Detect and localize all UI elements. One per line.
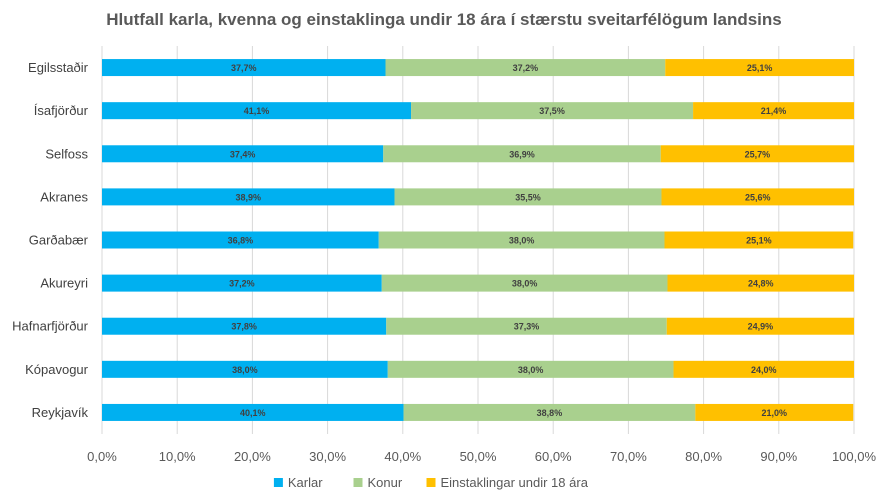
bar-2-2 <box>660 145 854 163</box>
legend-label-2: Einstaklingar undir 18 ára <box>441 475 589 490</box>
data-label-0-8: 40,1% <box>240 408 266 418</box>
x-tick-label-10: 100,0% <box>832 449 877 464</box>
data-label-0-1: 41,1% <box>244 106 270 116</box>
bar-0-3 <box>102 188 395 206</box>
data-label-1-4: 38,0% <box>509 236 535 246</box>
data-label-1-6: 37,3% <box>514 322 540 332</box>
bar-1-4 <box>378 231 665 249</box>
data-label-2-3: 25,6% <box>745 192 771 202</box>
bar-2-0 <box>665 59 854 77</box>
category-label-5: Akureyri <box>40 276 88 291</box>
data-label-2-4: 25,1% <box>746 236 772 246</box>
x-tick-label-8: 80,0% <box>685 449 722 464</box>
data-label-0-4: 36,8% <box>228 236 254 246</box>
legend-label-1: Konur <box>368 475 403 490</box>
data-label-2-8: 21,0% <box>762 408 788 418</box>
x-tick-label-2: 20,0% <box>234 449 271 464</box>
legend-swatch-1 <box>353 478 363 487</box>
bar-0-4 <box>102 231 379 249</box>
bar-1-0 <box>385 59 666 77</box>
bar-0-1 <box>102 102 412 120</box>
x-tick-label-0: 0,0% <box>87 449 117 464</box>
data-label-2-2: 25,7% <box>745 149 771 159</box>
data-label-2-6: 24,9% <box>748 322 774 332</box>
category-label-1: Ísafjörður <box>34 103 89 118</box>
bar-2-5 <box>667 274 854 292</box>
data-label-0-6: 37,8% <box>231 322 257 332</box>
bar-0-2 <box>102 145 384 163</box>
category-label-3: Akranes <box>40 189 88 204</box>
data-label-0-7: 38,0% <box>232 365 258 375</box>
data-label-2-7: 24,0% <box>751 365 777 375</box>
data-label-0-5: 37,2% <box>229 279 255 289</box>
bar-2-3 <box>661 188 854 206</box>
data-label-0-3: 38,9% <box>235 192 261 202</box>
legend-swatch-2 <box>426 478 436 487</box>
legend-label-0: Karlar <box>288 475 323 490</box>
bar-1-2 <box>383 145 661 163</box>
data-label-1-8: 38,8% <box>537 408 563 418</box>
x-tick-label-7: 70,0% <box>610 449 647 464</box>
data-label-1-7: 38,0% <box>518 365 544 375</box>
bar-2-7 <box>673 360 854 378</box>
data-label-0-2: 37,4% <box>230 149 256 159</box>
bar-1-6 <box>386 317 667 335</box>
category-label-8: Reykjavík <box>32 405 89 420</box>
bar-1-8 <box>403 403 696 421</box>
bar-2-8 <box>695 403 854 421</box>
category-label-4: Garðabær <box>29 233 89 248</box>
data-label-0-0: 37,7% <box>231 63 257 73</box>
data-label-2-5: 24,8% <box>748 279 774 289</box>
data-label-1-2: 36,9% <box>509 149 535 159</box>
x-tick-label-1: 10,0% <box>159 449 196 464</box>
data-label-1-3: 35,5% <box>515 192 541 202</box>
x-tick-label-6: 60,0% <box>535 449 572 464</box>
bar-0-0 <box>102 59 386 77</box>
data-label-1-1: 37,5% <box>539 106 565 116</box>
x-tick-label-9: 90,0% <box>760 449 797 464</box>
bar-2-6 <box>666 317 854 335</box>
x-tick-label-3: 30,0% <box>309 449 346 464</box>
category-label-6: Hafnarfjörður <box>12 319 89 334</box>
bar-1-5 <box>381 274 668 292</box>
data-label-2-1: 21,4% <box>761 106 787 116</box>
x-tick-label-4: 40,0% <box>384 449 421 464</box>
bar-0-8 <box>102 403 404 421</box>
bar-1-1 <box>411 102 694 120</box>
legend-swatch-0 <box>273 478 283 487</box>
bar-0-6 <box>102 317 387 335</box>
category-label-7: Kópavogur <box>25 362 89 377</box>
category-label-0: Egilsstaðir <box>28 60 89 75</box>
bar-1-3 <box>394 188 662 206</box>
bar-2-4 <box>664 231 854 249</box>
bar-1-7 <box>387 360 674 378</box>
category-label-2: Selfoss <box>45 146 88 161</box>
bar-2-1 <box>693 102 854 120</box>
x-tick-label-5: 50,0% <box>460 449 497 464</box>
bar-0-5 <box>102 274 382 292</box>
data-label-2-0: 25,1% <box>747 63 773 73</box>
data-label-1-5: 38,0% <box>512 279 538 289</box>
data-label-1-0: 37,2% <box>513 63 539 73</box>
bar-0-7 <box>102 360 388 378</box>
chart-title: Hlutfall karla, kvenna og einstaklinga u… <box>106 10 782 29</box>
